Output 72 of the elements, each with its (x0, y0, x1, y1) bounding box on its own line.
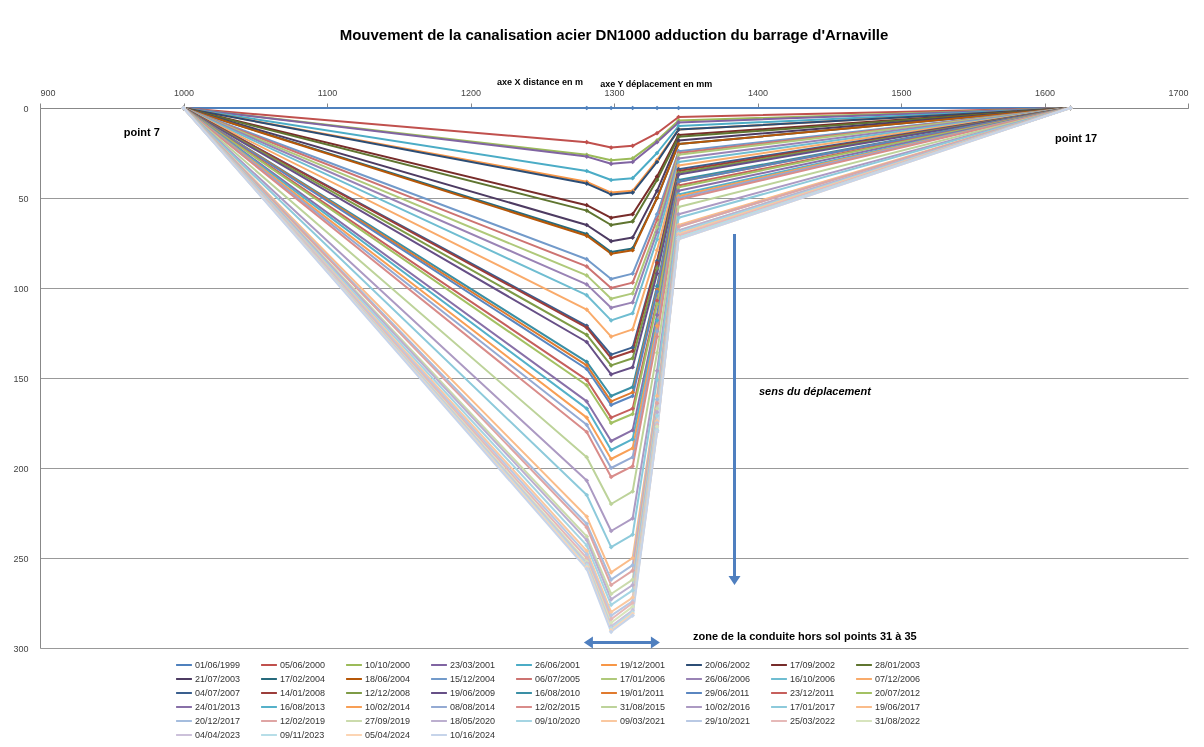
legend-label: 17/01/2006 (620, 674, 666, 684)
legend-label: 20/07/2012 (875, 688, 921, 698)
x-tick-label: 1200 (460, 87, 482, 98)
x-tick-label: 900 (40, 87, 56, 98)
legend-label: 10/10/2000 (365, 660, 411, 670)
x-tick-label: 1400 (747, 87, 769, 98)
legend-label: 20/06/2002 (705, 660, 751, 670)
x-tick-label: 1600 (1034, 87, 1056, 98)
legend-label: 16/08/2010 (535, 688, 581, 698)
legend-label: 16/08/2013 (280, 702, 326, 712)
legend-label: 27/09/2019 (365, 716, 411, 726)
legend-label: 17/01/2017 (790, 702, 836, 712)
legend-label: 05/04/2024 (365, 730, 411, 740)
legend-label: 15/12/2004 (450, 674, 496, 684)
annotation: point 17 (1054, 131, 1098, 144)
legend-label: 14/01/2008 (280, 688, 326, 698)
legend-label: 19/01/2011 (620, 688, 665, 698)
legend-label: 20/12/2017 (195, 716, 241, 726)
legend-label: 06/07/2005 (535, 674, 581, 684)
legend-label: 10/02/2016 (705, 702, 751, 712)
legend-label: 16/10/2006 (790, 674, 836, 684)
legend-label: 19/12/2001 (620, 660, 666, 670)
x-tick-label: 1100 (317, 87, 338, 98)
legend-label: 31/08/2022 (875, 716, 921, 726)
y-axis-title: axe Y déplacement en mm (600, 78, 713, 89)
y-tick-label: 200 (13, 463, 29, 474)
y-tick-label: 100 (13, 283, 29, 294)
legend-label: 09/11/2023 (280, 730, 325, 740)
legend-label: 18/05/2020 (450, 716, 496, 726)
legend-label: 19/06/2017 (875, 702, 921, 712)
legend-label: 17/09/2002 (790, 660, 836, 670)
legend-label: 19/06/2009 (450, 688, 496, 698)
legend-label: 18/06/2004 (365, 674, 411, 684)
legend-label: 21/07/2003 (195, 674, 241, 684)
annotation: sens du déplacement (758, 385, 873, 398)
legend-label: 17/02/2004 (280, 674, 326, 684)
legend-label: 25/03/2022 (790, 716, 836, 726)
x-tick-label: 1300 (604, 87, 625, 98)
legend-label: 24/01/2013 (195, 702, 241, 712)
legend-label: 04/07/2007 (195, 688, 241, 698)
legend-label: 29/06/2011 (705, 688, 750, 698)
legend-label: 10/16/2024 (450, 730, 496, 740)
chart-title: Mouvement de la canalisation acier DN1000 adduction du barrage d'Arnaville (339, 26, 889, 43)
legend-label: 26/06/2001 (535, 660, 581, 670)
legend-label: 12/12/2008 (365, 688, 411, 698)
x-tick-label: 1500 (891, 87, 912, 98)
legend-label: 07/12/2006 (875, 674, 921, 684)
legend-label: 04/04/2023 (195, 730, 241, 740)
legend-label: 05/06/2000 (280, 660, 326, 670)
y-tick-label: 250 (13, 553, 29, 564)
legend-label: 01/06/1999 (195, 660, 241, 670)
x-tick-label: 1000 (173, 87, 195, 98)
legend-label: 26/06/2006 (705, 674, 751, 684)
x-tick-label: 1700 (1168, 87, 1189, 98)
x-axis-title: axe X distance en m (496, 76, 583, 87)
y-tick-label: 0 (23, 103, 29, 114)
legend-label: 23/03/2001 (450, 660, 496, 670)
annotation: point 7 (123, 126, 160, 139)
legend-label: 31/08/2015 (620, 702, 666, 712)
legend-label: 12/02/2019 (280, 716, 326, 726)
y-tick-label: 300 (13, 643, 29, 654)
legend-label: 10/02/2014 (365, 702, 411, 712)
legend-label: 12/02/2015 (535, 702, 581, 712)
legend-label: 09/03/2021 (620, 716, 666, 726)
y-tick-label: 150 (13, 373, 29, 384)
legend-label: 08/08/2014 (450, 702, 496, 712)
legend-label: 29/10/2021 (705, 716, 751, 726)
legend-label: 28/01/2003 (875, 660, 921, 670)
annotation: zone de la conduite hors sol points 31 à 35 (693, 630, 917, 643)
legend-label: 09/10/2020 (535, 716, 581, 726)
y-tick-label: 50 (18, 193, 29, 204)
legend-label: 23/12/2011 (790, 688, 835, 698)
